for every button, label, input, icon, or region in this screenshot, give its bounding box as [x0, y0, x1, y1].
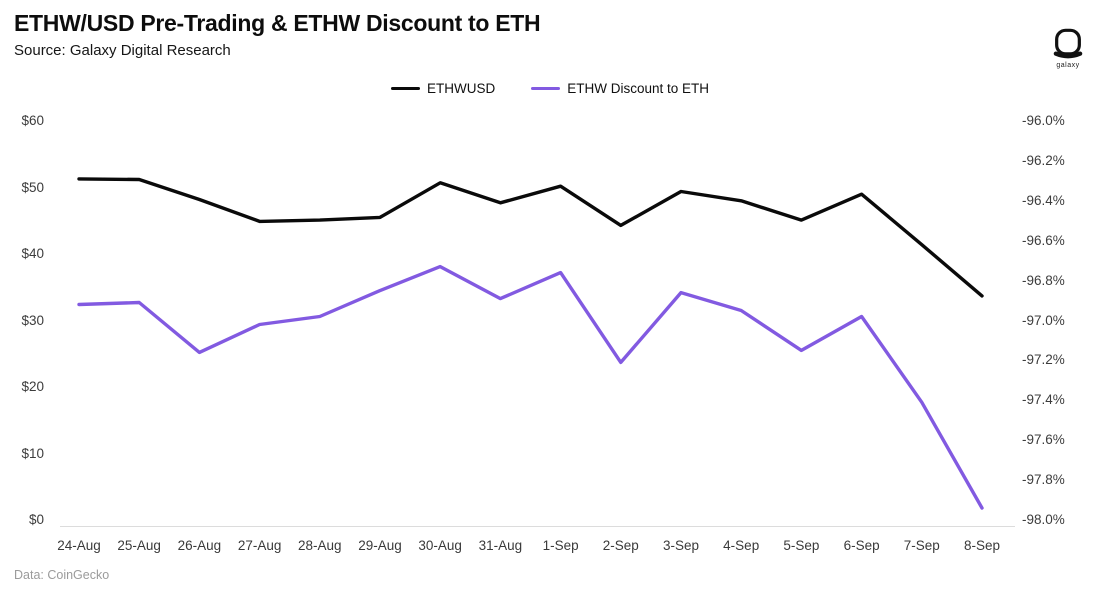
ethwusd-line-swatch	[390, 86, 420, 91]
data-source: Data: CoinGecko	[14, 568, 110, 582]
x-axis-tick: 5-Sep	[783, 538, 820, 553]
legend: ETHWUSD ETHW Discount to ETH	[0, 81, 1100, 96]
galaxy-logo-text: galaxy	[1056, 62, 1080, 69]
right-axis-tick: -97.4%	[1022, 392, 1065, 408]
line-ethw-discount-to-eth	[77, 264, 984, 510]
x-axis-tick: 31-Aug	[478, 538, 523, 553]
right-axis-tick: -97.6%	[1022, 432, 1065, 448]
left-axis-tick: $10	[21, 445, 44, 461]
x-axis-tick: 4-Sep	[723, 538, 760, 553]
legend-item-ethwusd: ETHWUSD	[390, 81, 496, 96]
right-axis-tick: -96.0%	[1022, 113, 1065, 128]
right-axis-tick: -98.0%	[1022, 512, 1065, 527]
legend-label-discount: ETHW Discount to ETH	[567, 81, 710, 96]
line-ethwusd	[77, 177, 984, 298]
page-title: ETHW/USD Pre-Trading & ETHW Discount to …	[14, 10, 541, 36]
left-axis-tick: $40	[21, 246, 44, 261]
x-axis-tick: 29-Aug	[358, 538, 402, 553]
x-axis-tick: 26-Aug	[177, 538, 222, 553]
galaxy-helmet-icon	[1053, 28, 1083, 59]
right-axis-tick: -96.2%	[1022, 152, 1065, 168]
left-axis-tick: $50	[21, 179, 44, 195]
legend-label-ethwusd: ETHWUSD	[426, 81, 496, 96]
page-subtitle: Source: Galaxy Digital Research	[14, 42, 231, 59]
discount-line-swatch	[531, 86, 561, 91]
right-axis-tick: -97.8%	[1022, 472, 1065, 488]
x-axis-tick: 30-Aug	[418, 538, 462, 553]
right-axis-tick: -96.8%	[1022, 272, 1065, 288]
x-axis-tick: 8-Sep	[963, 538, 1001, 553]
right-axis-tick: -96.4%	[1022, 192, 1065, 208]
x-axis-tick: 7-Sep	[903, 538, 940, 553]
legend-item-discount: ETHW Discount to ETH	[531, 81, 709, 96]
x-axis-tick: 24-Aug	[57, 538, 101, 553]
x-axis-tick: 6-Sep	[843, 538, 880, 553]
left-axis-tick: $30	[21, 312, 44, 328]
right-axis-tick: -96.6%	[1022, 232, 1065, 248]
right-axis-tick: -97.2%	[1022, 352, 1065, 368]
x-axis-line	[60, 526, 1015, 527]
left-axis-tick: $60	[21, 113, 44, 128]
x-axis-tick: 3-Sep	[662, 538, 700, 553]
x-axis-tick: 1-Sep	[542, 538, 579, 553]
x-axis-tick: 27-Aug	[237, 538, 282, 553]
left-axis-tick: $0	[28, 512, 44, 527]
x-axis-tick: 2-Sep	[602, 538, 639, 553]
right-axis-tick: -97.0%	[1022, 312, 1065, 328]
x-axis-tick: 25-Aug	[117, 538, 161, 553]
left-axis-tick: $20	[21, 379, 44, 394]
galaxy-logo: galaxy	[1044, 27, 1092, 69]
x-axis-tick: 28-Aug	[298, 538, 342, 553]
